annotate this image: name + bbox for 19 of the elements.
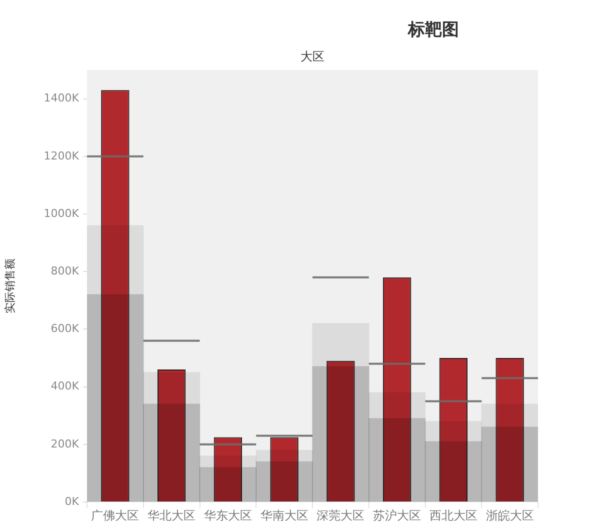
y-tick-label: 600K bbox=[50, 322, 80, 336]
x-tick-label: 深莞大区 bbox=[316, 508, 365, 522]
y-tick-label: 200K bbox=[50, 437, 80, 450]
y-tick-label: 0K bbox=[64, 494, 80, 508]
x-tick-label: 华南大区 bbox=[260, 508, 308, 522]
x-axis-title: 大区 bbox=[300, 49, 324, 64]
y-axis-title: 实际销售额 bbox=[3, 258, 16, 314]
y-tick-label: 800K bbox=[50, 264, 80, 278]
y-tick-label: 1000K bbox=[44, 206, 80, 220]
y-tick-label: 1400K bbox=[44, 92, 80, 105]
x-tick-label: 华东大区 bbox=[204, 508, 252, 522]
y-tick-label: 1200K bbox=[44, 149, 80, 162]
chart-title: 标靶图 bbox=[408, 19, 459, 41]
x-tick-label: 浙皖大区 bbox=[486, 508, 534, 522]
y-tick-label: 400K bbox=[50, 380, 80, 393]
x-tick-label: 华北大区 bbox=[148, 508, 196, 522]
x-tick-label: 西北大区 bbox=[429, 508, 478, 522]
x-tick-label: 苏沪大区 bbox=[373, 508, 422, 522]
x-tick-label: 广佛大区 bbox=[91, 508, 140, 522]
